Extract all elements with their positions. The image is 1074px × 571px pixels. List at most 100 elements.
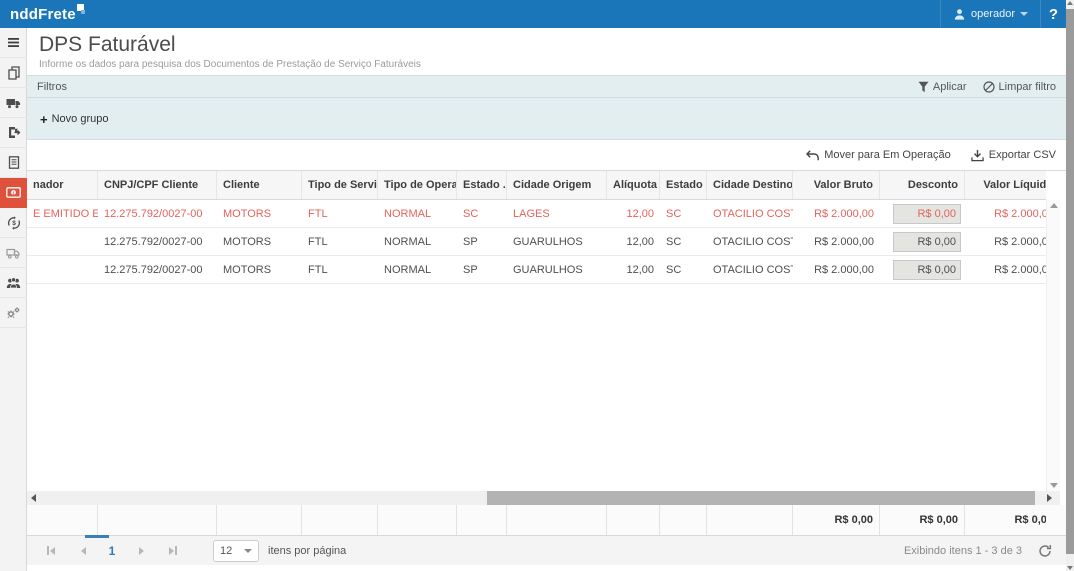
cell-aliquota: 12,00 bbox=[607, 256, 660, 284]
table-row[interactable]: E EMITIDO EM A.. 12.275.792/0027-00 MOTO… bbox=[27, 200, 1046, 228]
col-header-desconto[interactable]: Desconto bbox=[880, 171, 965, 199]
sidebar-item-copy[interactable] bbox=[0, 58, 27, 88]
sidebar-item-users[interactable] bbox=[0, 268, 27, 298]
scroll-left-icon[interactable] bbox=[31, 494, 36, 502]
users-icon bbox=[6, 277, 21, 289]
cell-estado-destino: SC bbox=[660, 200, 707, 228]
col-header-cnpj-cliente[interactable]: CNPJ/CPF Cliente bbox=[98, 171, 217, 199]
horizontal-scroll-thumb[interactable] bbox=[487, 491, 1035, 505]
prev-page-icon bbox=[81, 547, 86, 555]
sidebar-item-money-sync[interactable]: $ bbox=[0, 208, 27, 238]
first-page-button[interactable] bbox=[44, 541, 58, 561]
col-header-aliquota[interactable]: Alíquota (%) bbox=[607, 171, 660, 199]
user-menu-button[interactable]: operador bbox=[940, 0, 1040, 28]
sidebar-item-truck-box[interactable] bbox=[0, 238, 27, 268]
scroll-right-icon[interactable] bbox=[1047, 494, 1052, 502]
col-header-tipo-servico[interactable]: Tipo de Serviço bbox=[302, 171, 378, 199]
scrollbar-down-icon[interactable] bbox=[1067, 566, 1073, 570]
cell-estado-origem: SP bbox=[457, 228, 507, 256]
refresh-button[interactable] bbox=[1038, 544, 1052, 558]
total-desconto: R$ 0,00 bbox=[880, 505, 965, 535]
scroll-down-icon[interactable] bbox=[1050, 483, 1058, 488]
col-header-tomador[interactable]: nador bbox=[27, 171, 98, 199]
total-valor-liquido: R$ 0,00 bbox=[965, 505, 1046, 535]
desconto-input[interactable] bbox=[893, 204, 961, 224]
sidebar-item-settings[interactable] bbox=[0, 298, 27, 328]
col-header-valor-liquido[interactable]: Valor Líquido bbox=[965, 171, 1046, 199]
plus-icon: + bbox=[40, 112, 48, 127]
cell-desconto bbox=[880, 228, 965, 256]
grid-totals-row: R$ 0,00 R$ 0,00 R$ 0,00 bbox=[27, 505, 1066, 536]
col-header-estado-origem[interactable]: Estado ... bbox=[457, 171, 507, 199]
table-row[interactable]: 12.275.792/0027-00 MOTORS FTL NORMAL SP … bbox=[27, 228, 1046, 256]
slash-circle-icon bbox=[983, 81, 995, 93]
cell-estado-origem: SP bbox=[457, 256, 507, 284]
total-valor-bruto: R$ 0,00 bbox=[793, 505, 880, 535]
sign-out-icon bbox=[7, 126, 21, 139]
cell-valor-liquido: R$ 2.000,00 bbox=[965, 256, 1046, 284]
scrollbar-thumb[interactable] bbox=[1066, 9, 1074, 554]
cell-estado-destino: SC bbox=[660, 228, 707, 256]
user-label: operador bbox=[971, 8, 1015, 20]
next-page-icon bbox=[139, 547, 144, 555]
new-group-label: Novo grupo bbox=[52, 113, 109, 125]
apply-filter-button[interactable]: Aplicar bbox=[918, 81, 967, 93]
last-page-button[interactable] bbox=[166, 541, 180, 561]
help-button[interactable]: ? bbox=[1040, 0, 1066, 28]
chevron-down-icon bbox=[1020, 12, 1028, 16]
grid-horizontal-scrollbar[interactable] bbox=[27, 491, 1060, 505]
cell-desconto bbox=[880, 256, 965, 284]
desconto-input[interactable] bbox=[893, 260, 961, 280]
new-group-button[interactable]: + Novo grupo bbox=[40, 112, 108, 127]
col-header-tipo-operacao[interactable]: Tipo de Operação bbox=[378, 171, 457, 199]
col-header-cidade-destino[interactable]: Cidade Destino bbox=[707, 171, 793, 199]
copy-icon bbox=[7, 66, 21, 80]
cell-cidade-destino: OTACILIO COSTA bbox=[707, 200, 793, 228]
app-window: nddFrete operador ? 1 bbox=[0, 0, 1074, 571]
table-row[interactable]: 12.275.792/0027-00 MOTORS FTL NORMAL SP … bbox=[27, 256, 1046, 284]
cell-tipo-servico: FTL bbox=[302, 256, 378, 284]
col-header-cidade-origem[interactable]: Cidade Origem bbox=[507, 171, 607, 199]
export-csv-button[interactable]: Exportar CSV bbox=[971, 149, 1056, 162]
scroll-up-icon[interactable] bbox=[1050, 203, 1058, 208]
col-header-cliente[interactable]: Cliente bbox=[217, 171, 302, 199]
menu-icon bbox=[7, 37, 20, 48]
cell-cnpj: 12.275.792/0027-00 bbox=[98, 200, 217, 228]
cell-valor-liquido: R$ 2.000,00 bbox=[965, 228, 1046, 256]
sidebar-item-signout[interactable] bbox=[0, 118, 27, 148]
page-size-select[interactable]: 12 bbox=[213, 540, 259, 562]
truck-icon bbox=[6, 97, 21, 109]
move-to-operation-button[interactable]: Mover para Em Operação bbox=[806, 149, 951, 161]
sidebar-item-dps-faturavel[interactable]: 1 bbox=[0, 178, 27, 208]
last-page-icon bbox=[169, 547, 174, 555]
prev-page-button[interactable] bbox=[76, 541, 90, 561]
cell-aliquota: 12,00 bbox=[607, 228, 660, 256]
grid-empty-area bbox=[27, 284, 1046, 487]
document-icon bbox=[8, 156, 20, 169]
total-empty bbox=[302, 505, 378, 535]
first-page-icon bbox=[50, 547, 55, 555]
clear-filter-label: Limpar filtro bbox=[999, 81, 1056, 93]
scrollbar-up-icon[interactable] bbox=[1067, 1, 1073, 5]
col-header-estado-destino[interactable]: Estado ... bbox=[660, 171, 707, 199]
page-subtitle: Informe os dados para pesquisa dos Docum… bbox=[39, 59, 1066, 70]
grid-vertical-scrollbar[interactable] bbox=[1046, 200, 1060, 491]
sidebar-menu-toggle[interactable] bbox=[0, 28, 27, 58]
data-grid: nador CNPJ/CPF Cliente Cliente Tipo de S… bbox=[27, 170, 1066, 535]
cell-aliquota: 12,00 bbox=[607, 200, 660, 228]
cell-cliente: MOTORS bbox=[217, 200, 302, 228]
browser-scrollbar[interactable] bbox=[1066, 0, 1074, 571]
truck-box-icon bbox=[6, 247, 21, 259]
cell-valor-bruto: R$ 2.000,00 bbox=[793, 200, 880, 228]
page-number-1[interactable]: 1 bbox=[101, 544, 123, 558]
active-page-indicator bbox=[85, 535, 109, 538]
clear-filter-button[interactable]: Limpar filtro bbox=[983, 81, 1056, 93]
col-header-valor-bruto[interactable]: Valor Bruto bbox=[793, 171, 880, 199]
desconto-input[interactable] bbox=[893, 232, 961, 252]
cell-tomador bbox=[27, 256, 98, 284]
sidebar-item-document[interactable] bbox=[0, 148, 27, 178]
next-page-button[interactable] bbox=[134, 541, 148, 561]
cell-valor-liquido: R$ 2.000,00 bbox=[965, 200, 1046, 228]
sidebar-item-truck[interactable] bbox=[0, 88, 27, 118]
page-header: DPS Faturável Informe os dados para pesq… bbox=[27, 28, 1066, 75]
